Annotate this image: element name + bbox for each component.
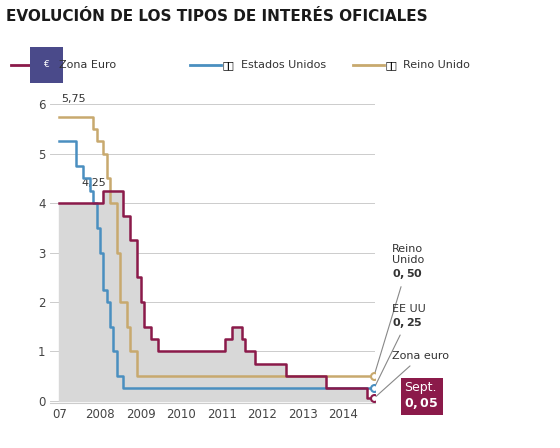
Text: Sept.
$\bf{0,05}$: Sept. $\bf{0,05}$: [404, 381, 439, 411]
Text: €: €: [44, 60, 49, 69]
Text: Zona euro: Zona euro: [376, 351, 449, 396]
Text: 🇺🇸: 🇺🇸: [223, 60, 235, 70]
Text: Reino Unido: Reino Unido: [403, 60, 470, 70]
Text: Reino
Unido
$\bf{0,50}$: Reino Unido $\bf{0,50}$: [375, 244, 424, 373]
Text: 4,25: 4,25: [82, 178, 106, 188]
Text: 5,75: 5,75: [62, 94, 86, 104]
Text: 🇬🇧: 🇬🇧: [385, 60, 397, 70]
Text: EVOLUCIÓN DE LOS TIPOS DE INTERÉS OFICIALES: EVOLUCIÓN DE LOS TIPOS DE INTERÉS OFICIA…: [6, 9, 427, 24]
Text: Estados Unidos: Estados Unidos: [241, 60, 326, 70]
Text: EE UU
$\bf{0,25}$: EE UU $\bf{0,25}$: [375, 304, 426, 386]
Text: Zona Euro: Zona Euro: [59, 60, 116, 70]
